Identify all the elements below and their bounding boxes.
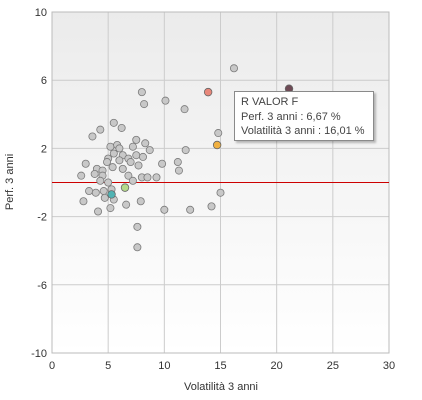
scatter-point[interactable] bbox=[141, 139, 150, 148]
scatter-point[interactable] bbox=[174, 166, 183, 175]
scatter-point[interactable] bbox=[133, 222, 142, 231]
highlighted-point[interactable] bbox=[107, 190, 116, 199]
scatter-point[interactable] bbox=[136, 197, 145, 206]
scatter-point[interactable] bbox=[214, 129, 223, 138]
scatter-point[interactable] bbox=[99, 187, 108, 196]
scatter-point[interactable] bbox=[85, 187, 94, 196]
scatter-point[interactable] bbox=[132, 135, 141, 144]
scatter-point[interactable] bbox=[160, 205, 169, 214]
scatter-point[interactable] bbox=[109, 118, 118, 127]
scatter-point[interactable] bbox=[161, 96, 170, 105]
highlighted-point[interactable] bbox=[120, 183, 130, 192]
point-tooltip: R VALOR F Perf. 3 anni : 6,67 % Volatili… bbox=[234, 91, 374, 141]
scatter-point[interactable] bbox=[100, 193, 109, 202]
scatter-point[interactable] bbox=[90, 169, 99, 178]
y-tick-label: 6 bbox=[41, 75, 47, 87]
y-tick-label: 10 bbox=[35, 7, 47, 19]
x-tick-label: 0 bbox=[49, 360, 55, 372]
scatter-point[interactable] bbox=[115, 144, 124, 153]
scatter-point[interactable] bbox=[137, 88, 146, 97]
scatter-point[interactable] bbox=[88, 132, 97, 141]
x-axis-title: Volatilità 3 anni bbox=[184, 381, 258, 393]
y-tick-label: -2 bbox=[37, 212, 47, 224]
scatter-point[interactable] bbox=[103, 158, 112, 167]
scatter-point[interactable] bbox=[128, 142, 137, 151]
scatter-point[interactable] bbox=[173, 158, 182, 167]
scatter-point[interactable] bbox=[115, 156, 124, 165]
y-tick-label: -6 bbox=[37, 280, 47, 292]
scatter-point[interactable] bbox=[132, 151, 141, 160]
scatter-point[interactable] bbox=[94, 207, 103, 216]
scatter-point[interactable] bbox=[81, 159, 90, 168]
x-tick-label: 10 bbox=[158, 360, 170, 372]
scatter-point[interactable] bbox=[152, 173, 161, 182]
scatter-point[interactable] bbox=[91, 188, 100, 197]
scatter-point[interactable] bbox=[229, 64, 238, 73]
scatter-point[interactable] bbox=[122, 200, 131, 209]
x-tick-label: 25 bbox=[327, 360, 339, 372]
scatter-point[interactable] bbox=[138, 152, 147, 161]
y-axis-title: Perf. 3 anni bbox=[4, 154, 16, 210]
scatter-point[interactable] bbox=[181, 146, 190, 155]
highlighted-point[interactable] bbox=[212, 140, 222, 150]
tooltip-title: R VALOR F bbox=[241, 96, 299, 108]
scatter-point[interactable] bbox=[126, 158, 135, 167]
x-tick-label: 15 bbox=[214, 360, 226, 372]
scatter-point[interactable] bbox=[143, 173, 152, 182]
scatter-point[interactable] bbox=[106, 142, 115, 151]
highlighted-point[interactable] bbox=[203, 87, 213, 97]
scatter-point[interactable] bbox=[77, 171, 86, 180]
scatter-point[interactable] bbox=[207, 202, 216, 211]
tooltip-volatility: Volatilità 3 anni : 16,01 % bbox=[241, 125, 365, 137]
scatter-point[interactable] bbox=[104, 178, 113, 187]
y-tick-label: -10 bbox=[31, 348, 47, 360]
scatter-point[interactable] bbox=[216, 188, 225, 197]
scatter-point[interactable] bbox=[109, 149, 118, 158]
y-tick-label: 2 bbox=[41, 143, 47, 155]
scatter-point[interactable] bbox=[124, 171, 133, 180]
scatter-point[interactable] bbox=[79, 197, 88, 206]
scatter-point[interactable] bbox=[106, 204, 115, 213]
scatter-point[interactable] bbox=[96, 176, 105, 185]
scatter-point[interactable] bbox=[140, 100, 149, 109]
scatter-point[interactable] bbox=[128, 176, 137, 185]
scatter-point[interactable] bbox=[108, 163, 117, 172]
x-tick-label: 30 bbox=[383, 360, 395, 372]
tooltip-perf: Perf. 3 anni : 6,67 % bbox=[241, 110, 341, 123]
scatter-point[interactable] bbox=[186, 205, 195, 214]
x-tick-label: 5 bbox=[105, 360, 111, 372]
data-points bbox=[77, 64, 294, 252]
scatter-point[interactable] bbox=[134, 161, 143, 170]
x-tick-label: 20 bbox=[271, 360, 283, 372]
scatter-point[interactable] bbox=[158, 159, 167, 168]
tick-labels: 0 5 10 15 20 25 30 -10 -6 -2 2 6 10 bbox=[31, 7, 395, 372]
scatter-point[interactable] bbox=[96, 125, 105, 134]
scatter-point[interactable] bbox=[145, 146, 154, 155]
scatter-point[interactable] bbox=[133, 243, 142, 252]
scatter-point[interactable] bbox=[117, 123, 126, 132]
scatter-point[interactable] bbox=[118, 164, 127, 173]
scatter-point[interactable] bbox=[180, 105, 189, 114]
